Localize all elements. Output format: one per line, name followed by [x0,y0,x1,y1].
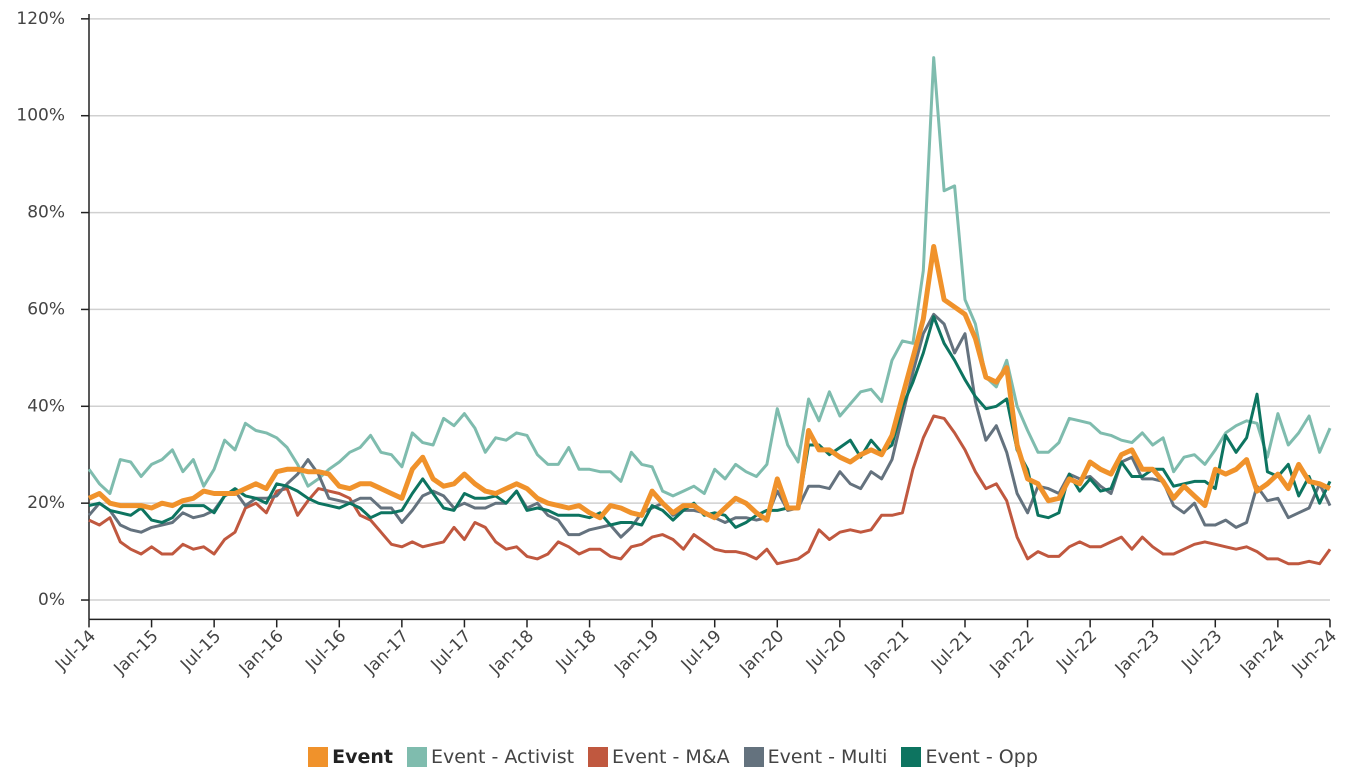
legend-label: Event - M&A [612,746,730,768]
x-tick-label: Jan-19 [610,626,663,679]
x-tick-label: Jul-15 [176,626,225,675]
x-tick-label: Jul-19 [677,626,726,675]
x-tick-label: Jan-16 [235,626,288,679]
legend-item: Event - M&A [588,746,730,768]
legend-label: Event - Opp [925,746,1038,768]
legend-swatch [743,747,764,767]
x-tick-label: Jan-24 [1236,626,1289,679]
x-tick-label: Jan-15 [110,626,163,679]
x-tick-label: Jul-20 [802,626,851,675]
legend-item: Event - Opp [901,746,1038,768]
legend-item: Event - Activist [406,746,575,768]
legend-swatch [588,747,609,767]
x-tick-label: Jul-23 [1177,626,1226,675]
y-tick-label: 0% [38,590,65,610]
y-tick-label: 80% [27,203,65,223]
legend-swatch [406,747,427,767]
x-tick-label: Jan-21 [860,626,913,679]
x-tick-label: Jul-16 [301,626,350,675]
x-tick-label: Jan-20 [735,626,788,679]
y-tick-label: 60% [27,299,65,319]
legend-item: Event - Multi [743,746,888,768]
y-tick-label: 20% [27,493,65,513]
y-tick-label: 40% [27,396,65,416]
legend-label: Event [332,746,393,768]
x-tick-label: Jul-21 [927,626,976,675]
x-tick-label: Jul-22 [1052,626,1101,675]
x-tick-label: Jan-17 [360,626,413,679]
x-tick-label: Jan-23 [1111,626,1164,679]
legend-item: Event [308,746,393,768]
legend-label: Event - Activist [430,746,575,768]
x-tick-label: Jul-17 [427,626,476,675]
legend-label: Event - Multi [767,746,888,768]
legend: Event Event - Activist Event - M&A Event - … [0,746,1346,768]
y-tick-label: 120% [16,9,65,29]
series-line [87,244,1332,523]
chart: 0% 20% 40% 60% 80% 100% 120% Jul-14 Jan-15 Jul-15… [16,9,1341,680]
series-line [87,56,1332,498]
y-tick-label: 100% [16,106,65,126]
legend-swatch [901,747,922,767]
legend-swatch [308,747,329,767]
x-tick-label: Jan-18 [485,626,538,679]
x-tick-label: Jul-14 [51,626,100,675]
x-tick-label: Jul-18 [552,626,601,675]
x-tick-label: Jan-22 [986,626,1039,679]
series-line [88,414,1332,566]
x-tick-label: Jun-24 [1288,626,1341,679]
